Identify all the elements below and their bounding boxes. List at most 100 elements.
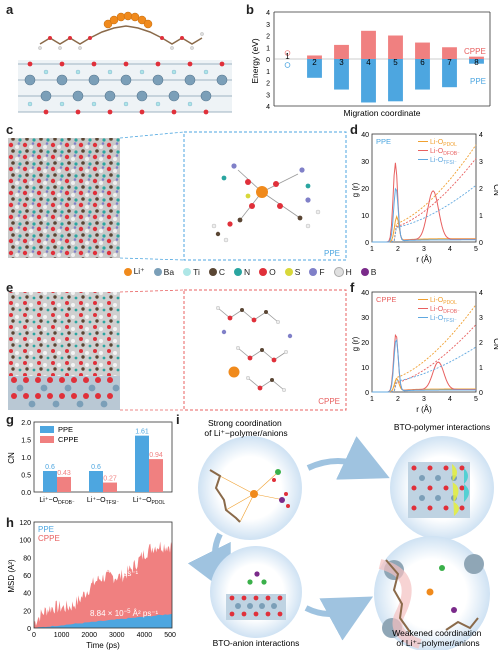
- legend-dot-icon: [153, 267, 162, 276]
- legend-item-6: S: [284, 266, 301, 277]
- chart-h-ytick: 120: [19, 520, 31, 527]
- bto-anion-slab: [226, 571, 286, 620]
- chart-f-y2label: CN: [492, 338, 498, 350]
- chart-b-legend-ppe: PPE: [470, 77, 486, 86]
- chart-h-ytick: 60: [23, 573, 31, 580]
- chart-h-xlabel: Time (ps): [86, 641, 120, 650]
- chart-d-xlabel: r (Å): [416, 255, 432, 264]
- legend-item-7: F: [309, 267, 325, 277]
- legend-dot-icon: [360, 267, 369, 276]
- ppe-box: [8, 138, 120, 258]
- chart-g-ytick: 2.0: [21, 420, 31, 427]
- chart-g-legend-label: PPE: [58, 425, 73, 434]
- chart-f-xtick: 3: [422, 396, 426, 403]
- chart-b-category: 8: [474, 58, 479, 67]
- chart-d-y2tick: 2: [479, 186, 483, 193]
- chart-g-ylabel: CN: [8, 452, 16, 464]
- chart-b-bar-cppe: [361, 30, 376, 59]
- chart-d-rdf-1: [372, 162, 476, 243]
- chart-g-legend-swatch: [40, 436, 54, 443]
- legend-dot-icon: [284, 267, 293, 276]
- chart-b-bar-cppe: [334, 44, 349, 59]
- chart-b-ytick: 0: [266, 57, 270, 64]
- chart-g-category: Li⁺−ODFOB⁻: [39, 497, 75, 506]
- legend-label: Li⁺: [133, 266, 145, 276]
- chart-g-category: Li⁺−OTFSI⁻: [87, 497, 120, 506]
- chart-f-xtick: 4: [448, 396, 452, 403]
- chart-d-ytick: 10: [361, 213, 369, 220]
- panel-label-b: b: [246, 2, 254, 17]
- chart-f-legend-title: CPPE: [376, 295, 396, 304]
- polymer-chain: [38, 25, 204, 50]
- chart-f-xlabel: r (Å): [416, 405, 432, 414]
- legend-dot-icon: [233, 267, 242, 276]
- legend-dot-icon: [123, 267, 132, 276]
- legend-item-8: H: [333, 266, 352, 277]
- chart-g-ytick: 1.5: [21, 438, 31, 445]
- chart-f-ytick: 0: [365, 390, 369, 397]
- chart-g-legend-swatch: [40, 426, 54, 433]
- panel-label-d: d: [350, 122, 358, 137]
- legend-dot-icon: [333, 266, 344, 277]
- cppe-slab: [8, 376, 120, 410]
- chart-b-bar-ppe: [415, 59, 430, 90]
- chart-f-xtick: 2: [396, 396, 400, 403]
- chart-g-bar-cppe: [149, 459, 163, 492]
- panel-label-c: c: [6, 122, 14, 137]
- schematic-top-right-label: BTO-polymer interactions: [394, 422, 490, 432]
- chart-b-ytick: 3: [266, 22, 270, 29]
- chart-f-ytick: 30: [361, 315, 369, 322]
- panel-label-e: e: [6, 280, 14, 295]
- chart-f-ytick: 20: [361, 340, 369, 347]
- chart-h-xtick: 0: [32, 632, 36, 639]
- chart-b-ylabel: Energy (eV): [250, 38, 260, 84]
- legend-label: H: [345, 266, 352, 277]
- panel-label-a: a: [6, 2, 14, 17]
- chart-b-bar-ppe: [442, 59, 457, 88]
- chart-f-xtick: 1: [370, 396, 374, 403]
- arrow-right: [306, 436, 390, 480]
- legend-label: S: [294, 266, 301, 277]
- chart-g-ytick: 1.0: [21, 455, 31, 462]
- chart-h-area-cppe: [34, 541, 172, 628]
- chart-g-bar-ppe: [135, 435, 149, 492]
- chart-b-category: 5: [393, 58, 398, 67]
- legend-dot-icon: [309, 267, 318, 276]
- chart-b-category: 7: [447, 58, 452, 67]
- panel-a-structure: [18, 11, 232, 115]
- chart-b-category: 3: [339, 58, 344, 67]
- legend-label: N: [243, 266, 251, 277]
- chart-f-y2tick: 1: [479, 365, 483, 372]
- chart-d-ytick: 20: [361, 186, 369, 193]
- legend-label: Ba: [163, 266, 175, 277]
- legend-label: Ti: [193, 266, 200, 277]
- chart-g-ytick: 0.5: [21, 473, 31, 480]
- chart-f-y2tick: 2: [479, 340, 483, 347]
- chart-f-legend-label: Li-OTFSI⁻: [430, 315, 457, 324]
- chart-f-y2tick: 0: [479, 390, 483, 397]
- chart-b-bar-ppe: [388, 59, 403, 102]
- chart-h-ytick: 100: [19, 538, 31, 545]
- legend-dot-icon: [183, 267, 192, 276]
- chart-h-legend-ppe: PPE: [38, 525, 54, 534]
- bto-slab: [18, 60, 232, 115]
- chart-d-y2tick: 4: [479, 132, 483, 139]
- chart-f-ylabel: g (r): [351, 336, 360, 351]
- chart-g-value-label: 0.27: [103, 476, 117, 483]
- ppe-cluster: [211, 163, 321, 243]
- chart-b-legend-cppe: CPPE: [464, 47, 486, 56]
- chart-h-legend-cppe: CPPE: [38, 534, 60, 543]
- legend-item-9: B: [360, 267, 376, 277]
- legend-dot-icon: [208, 267, 217, 276]
- li-trajectory: [103, 11, 153, 29]
- cppe-zoom-box: [183, 289, 347, 411]
- chart-d-y2tick: 1: [479, 213, 483, 220]
- chart-g-value-label: 1.61: [135, 429, 149, 436]
- element-legend: Li⁺ Ba Ti C N O S F H B: [0, 266, 500, 277]
- chart-f-ytick: 40: [361, 290, 369, 297]
- chart-d-legend-label: Li-OTFSI⁻: [430, 157, 457, 166]
- chart-b-ytick: 2: [266, 81, 270, 88]
- chart-h-xtick: 4000: [137, 632, 153, 639]
